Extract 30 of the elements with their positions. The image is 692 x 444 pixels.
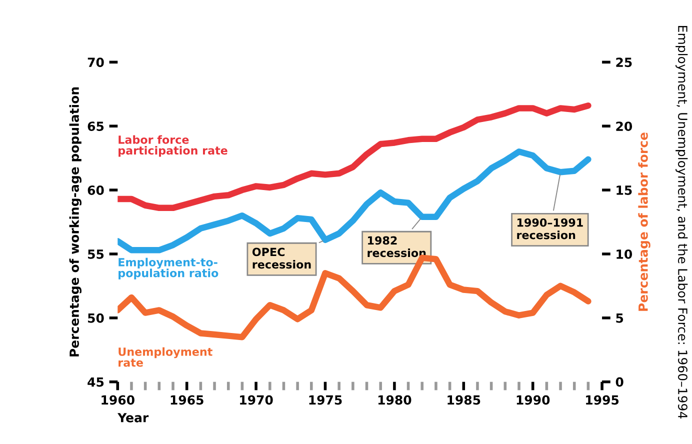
series-label: Employment-to-population ratio xyxy=(118,258,218,280)
annotation: 1990–1991 recession xyxy=(517,218,583,240)
x-axis-title: Year xyxy=(118,413,149,422)
y-tick-label: 50 xyxy=(88,313,104,323)
y-tick-label: 60 xyxy=(88,186,104,195)
y-tick-label: 65 xyxy=(88,122,104,132)
series-label: Unemployment rate xyxy=(118,347,212,367)
text: Employment, Unemployment, and the Labor Force: 1960–1994 xyxy=(676,26,688,418)
x-tick-label: 1985 xyxy=(448,395,480,405)
y2-tick-label: 0 xyxy=(616,377,624,387)
y2-tick-label: 10 xyxy=(616,249,632,259)
y-tick-label: 55 xyxy=(88,250,104,259)
y2-axis-title: Percentage of labor force xyxy=(638,132,650,311)
x-tick-label: 1960 xyxy=(102,395,134,405)
y-tick-label: 70 xyxy=(88,58,104,68)
x-tick-label: 1965 xyxy=(170,395,204,405)
x-tick-label: 1975 xyxy=(309,395,342,405)
text: Labor force participation rate xyxy=(118,135,228,157)
x-tick-label: 1970 xyxy=(240,395,273,405)
x-tick-label: 1990 xyxy=(516,395,550,405)
x-tick-label: 1980 xyxy=(378,395,412,405)
y2-tick-label: 25 xyxy=(616,58,632,68)
annotation: 1982 recession xyxy=(368,236,426,258)
x-tick-label: 1995 xyxy=(586,395,619,405)
y-axis-title: Percentage of working-age population xyxy=(69,87,82,356)
y2-tick-label: 15 xyxy=(616,186,632,195)
y-tick-label: 45 xyxy=(88,377,104,387)
annotation: OPEC recession xyxy=(252,248,311,269)
y2-tick-label: 5 xyxy=(616,314,624,323)
y2-tick-label: 20 xyxy=(616,122,632,132)
